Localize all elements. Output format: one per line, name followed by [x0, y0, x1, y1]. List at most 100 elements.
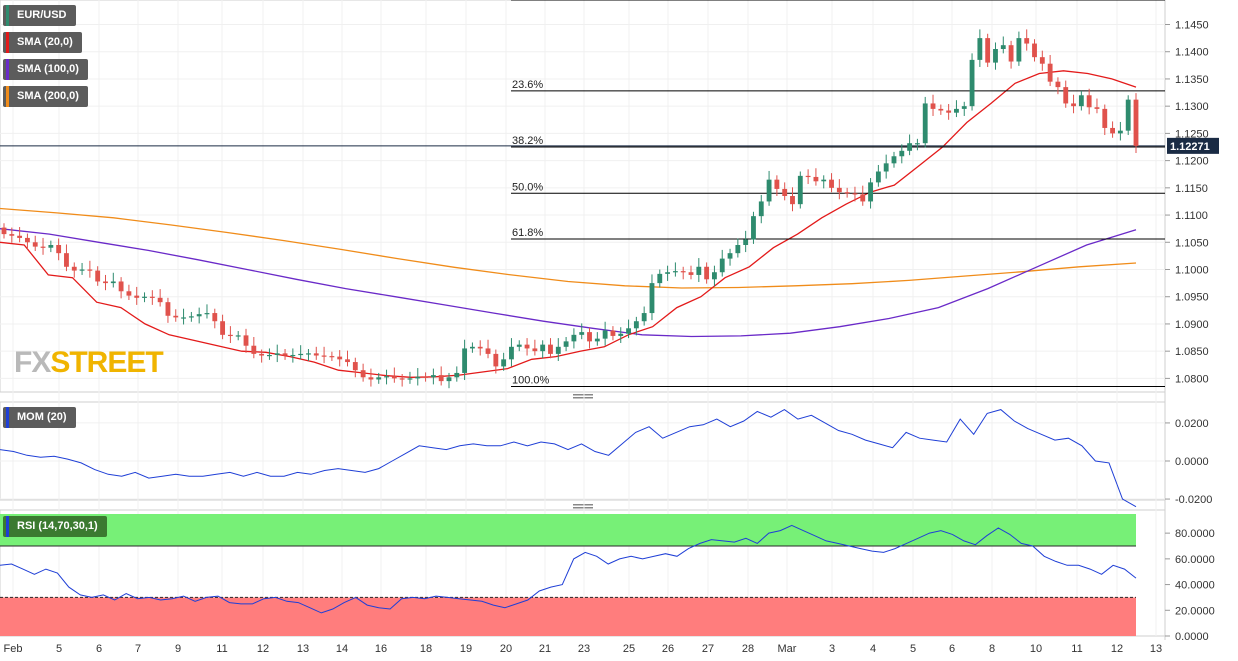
candle-body — [782, 188, 788, 196]
candle-body — [524, 344, 530, 349]
candle-body — [352, 362, 358, 371]
candle-body — [87, 269, 93, 271]
candle-body — [345, 359, 350, 363]
rsi-oversold-zone — [0, 597, 1136, 636]
x-tick-label: 21 — [539, 643, 551, 655]
candle-body — [977, 38, 983, 60]
candle-body — [1, 227, 7, 235]
x-tick-label: 5 — [910, 643, 916, 655]
candle-body — [1000, 45, 1006, 49]
legend-symbol-label: EUR/USD — [17, 9, 67, 21]
candle-body — [1110, 127, 1115, 134]
momentum-panel-border — [0, 401, 1166, 501]
candle-body — [95, 270, 101, 282]
pane-splitter-0-b — [573, 397, 593, 399]
x-tick-label: 14 — [336, 643, 348, 655]
candle-body — [954, 108, 959, 113]
legend-sma100[interactable]: SMA (100,0) — [3, 59, 88, 80]
candle-body — [1094, 107, 1100, 109]
candle-body — [829, 179, 834, 188]
candle-body — [618, 333, 624, 336]
candle-body — [274, 353, 280, 355]
candle-body — [922, 103, 928, 144]
mom-tick-label: -0.0200 — [1175, 494, 1212, 506]
candle-body — [282, 353, 288, 356]
candle-body — [938, 108, 944, 111]
legend-sma20-label: SMA (20,0) — [17, 36, 73, 48]
sma100-line — [0, 228, 1137, 338]
symbol-swatch — [6, 5, 9, 26]
price-tick-label: 1.0950 — [1175, 292, 1209, 304]
candle-body — [204, 313, 210, 315]
candle-body — [462, 348, 468, 373]
rsi-overbought-zone — [0, 514, 1136, 546]
candle-body — [446, 377, 452, 382]
candle-body — [430, 375, 436, 378]
candle-body — [555, 346, 561, 354]
x-tick-label: 7 — [135, 643, 141, 655]
candle-body — [134, 295, 140, 298]
current-price-badge — [1167, 137, 1219, 154]
candle-body — [875, 171, 881, 183]
rsi-tick-label: 20.0000 — [1175, 605, 1215, 617]
x-tick-label: 13 — [1150, 643, 1162, 655]
candle-body — [1102, 108, 1108, 128]
candle-body — [149, 296, 155, 298]
pane-splitter-1-b — [573, 507, 593, 509]
x-tick-label: 4 — [870, 643, 876, 655]
price-tick-label: 1.1050 — [1175, 237, 1209, 249]
candle-body — [712, 272, 717, 280]
rsi-tick-label: 60.0000 — [1175, 554, 1215, 566]
candle-body — [1055, 81, 1061, 88]
candle-body — [985, 38, 991, 63]
candle-body — [1125, 99, 1131, 131]
candle-body — [766, 179, 772, 202]
candle-body — [626, 328, 631, 334]
x-tick-label: 18 — [420, 643, 432, 655]
candle-body — [594, 338, 600, 342]
x-tick-label: 6 — [949, 643, 955, 655]
candle-body — [610, 330, 616, 336]
x-tick-label: 13 — [297, 643, 309, 655]
candle-body — [1133, 99, 1139, 146]
x-tick-label: Mar — [778, 643, 797, 655]
candle-body — [961, 106, 967, 109]
price-tick-label: 1.1200 — [1175, 156, 1209, 168]
candle-body — [1078, 95, 1084, 107]
legend-symbol[interactable]: EUR/USD — [3, 5, 76, 26]
candle-body — [337, 356, 343, 360]
mom-swatch — [6, 407, 9, 428]
legend-momentum[interactable]: MOM (20) — [3, 407, 76, 428]
candle-body — [423, 376, 428, 378]
x-tick-label: 9 — [175, 643, 181, 655]
candle-body — [220, 321, 226, 335]
momentum-line — [0, 409, 1137, 508]
candle-body — [298, 353, 304, 356]
candle-body — [680, 271, 686, 273]
legend-sma20[interactable]: SMA (20,0) — [3, 32, 82, 53]
candle-body — [438, 375, 444, 382]
x-tick-label: 12 — [257, 643, 269, 655]
candle-body — [891, 156, 897, 164]
candle-body — [914, 143, 920, 145]
candle-body — [672, 271, 678, 273]
legend-rsi[interactable]: RSI (14,70,30,1) — [3, 516, 107, 537]
candle-body — [993, 49, 998, 63]
candle-body — [836, 187, 842, 193]
candle-body — [704, 266, 710, 280]
candle-body — [110, 281, 116, 284]
pane-splitter-1 — [573, 504, 593, 506]
candle-body — [376, 377, 382, 380]
candle-body — [1024, 38, 1030, 44]
candle-body — [1039, 57, 1045, 64]
candle-body — [946, 110, 952, 113]
x-tick-label: 3 — [829, 643, 835, 655]
legend-sma200-label: SMA (200,0) — [17, 90, 79, 102]
candle-body — [469, 346, 475, 349]
candle-body — [735, 245, 741, 254]
price-tick-label: 1.0850 — [1175, 346, 1209, 358]
x-tick-label: 28 — [742, 643, 754, 655]
legend-sma200[interactable]: SMA (200,0) — [3, 86, 88, 107]
